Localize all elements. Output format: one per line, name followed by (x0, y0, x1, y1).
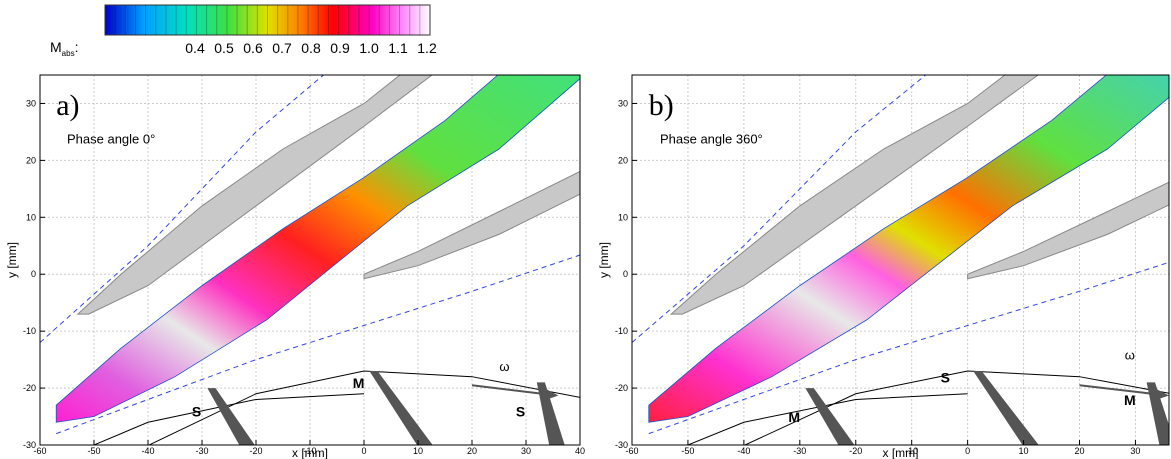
y-tick-label: 20 (618, 155, 628, 165)
x-tick-label: 30 (1130, 446, 1140, 456)
panel-label: b) (649, 89, 674, 122)
y-tick-label: -20 (23, 383, 36, 393)
y-tick-label: 20 (26, 155, 36, 165)
x-tick-label: -40 (141, 446, 154, 456)
rotation-arrow (471, 384, 543, 395)
panel-label: a) (56, 89, 79, 122)
colorbar-label-main: M (50, 39, 62, 55)
x-tick-label: -50 (681, 446, 694, 456)
colorbar-label: Mabs: (50, 39, 78, 58)
blade (669, 75, 1039, 315)
x-tick-label: 10 (413, 446, 423, 456)
annotation: M (353, 375, 365, 391)
x-tick-label: -60 (33, 446, 46, 456)
annotation: S (941, 369, 950, 385)
mach-field (55, 75, 580, 423)
rotor-blade (207, 388, 255, 445)
y-tick-label: 30 (618, 98, 628, 108)
y-axis-label: y [mm] (597, 242, 611, 278)
colorbar (104, 4, 431, 36)
rotor-blade (805, 388, 855, 445)
y-tick-label: 30 (26, 98, 36, 108)
x-tick-label: 20 (467, 446, 477, 456)
periodic-boundary (648, 261, 1169, 435)
x-axis-label: x [mm] (292, 446, 328, 459)
annotation: ω (1125, 348, 1135, 363)
y-tick-label: -20 (615, 383, 628, 393)
colorbar-tick-label: 0.4 (185, 40, 205, 56)
blade (967, 181, 1169, 280)
plot-area (40, 75, 580, 445)
x-tick-label: -60 (625, 446, 638, 456)
rotor-blade (369, 371, 433, 445)
colorbar-tick-label: 1.1 (388, 40, 408, 56)
annotation: Phase angle 360° (660, 131, 763, 146)
colorbar-tick-label: 0.8 (301, 40, 321, 56)
rotor-contour (92, 393, 365, 445)
colorbar-tick-label: 0.7 (272, 40, 292, 56)
blade (363, 170, 580, 280)
rotation-arrowhead (542, 386, 559, 402)
plot-area (632, 75, 1169, 445)
y-tick-label: 0 (623, 269, 628, 279)
plot-frame (631, 74, 1170, 446)
y-tick-label: -30 (23, 440, 36, 450)
rotor-contour (686, 393, 968, 445)
x-tick-label: -40 (737, 446, 750, 456)
colorbar-tick-label: 0.5 (214, 40, 234, 56)
x-tick-label: 20 (1074, 446, 1084, 456)
rotor-contour (147, 370, 580, 445)
y-tick-label: 10 (26, 212, 36, 222)
x-tick-label: 10 (1019, 446, 1029, 456)
blade (76, 75, 433, 315)
annotation: S (192, 404, 201, 420)
annotation: M (1124, 392, 1136, 408)
periodic-boundary (56, 254, 580, 435)
x-tick-label: 0 (361, 446, 366, 456)
x-tick-label: -10 (905, 446, 918, 456)
x-tick-label: 0 (965, 446, 970, 456)
x-tick-label: 30 (521, 446, 531, 456)
x-tick-label: -20 (249, 446, 262, 456)
periodic-boundary (40, 75, 325, 343)
annotation: M (788, 409, 800, 425)
annotation: ω (499, 359, 509, 374)
rotor-blade (973, 371, 1039, 445)
y-axis-label: y [mm] (5, 242, 19, 278)
y-tick-label: 10 (618, 212, 628, 222)
y-tick-label: 0 (31, 269, 36, 279)
rotor-contour (743, 370, 1169, 445)
y-tick-label: -30 (615, 440, 628, 450)
y-tick-label: -10 (23, 326, 36, 336)
rotation-arrow (1079, 384, 1153, 395)
x-axis-label: x [mm] (883, 446, 919, 459)
x-tick-label: -20 (849, 446, 862, 456)
x-tick-label: -10 (303, 446, 316, 456)
colorbar-tick-label: 1.2 (417, 40, 437, 56)
annotation: S (516, 404, 525, 420)
y-tick-label: -10 (615, 326, 628, 336)
x-tick-label: -30 (195, 446, 208, 456)
mach-field (648, 75, 1169, 423)
colorbar-label-sep: : (75, 39, 79, 55)
x-tick-label: -30 (793, 446, 806, 456)
colorbar-tick-label: 0.6 (243, 40, 263, 56)
colorbar-label-sub: abs (62, 49, 75, 58)
annotation: Phase angle 0° (67, 131, 155, 146)
colorbar-tick-label: 0.9 (330, 40, 350, 56)
colorbar-tick-label: 1.0 (359, 40, 379, 56)
x-tick-label: -50 (87, 446, 100, 456)
periodic-boundary (632, 75, 927, 343)
x-tick-label: 40 (575, 446, 585, 456)
rotation-arrowhead (1152, 386, 1169, 402)
